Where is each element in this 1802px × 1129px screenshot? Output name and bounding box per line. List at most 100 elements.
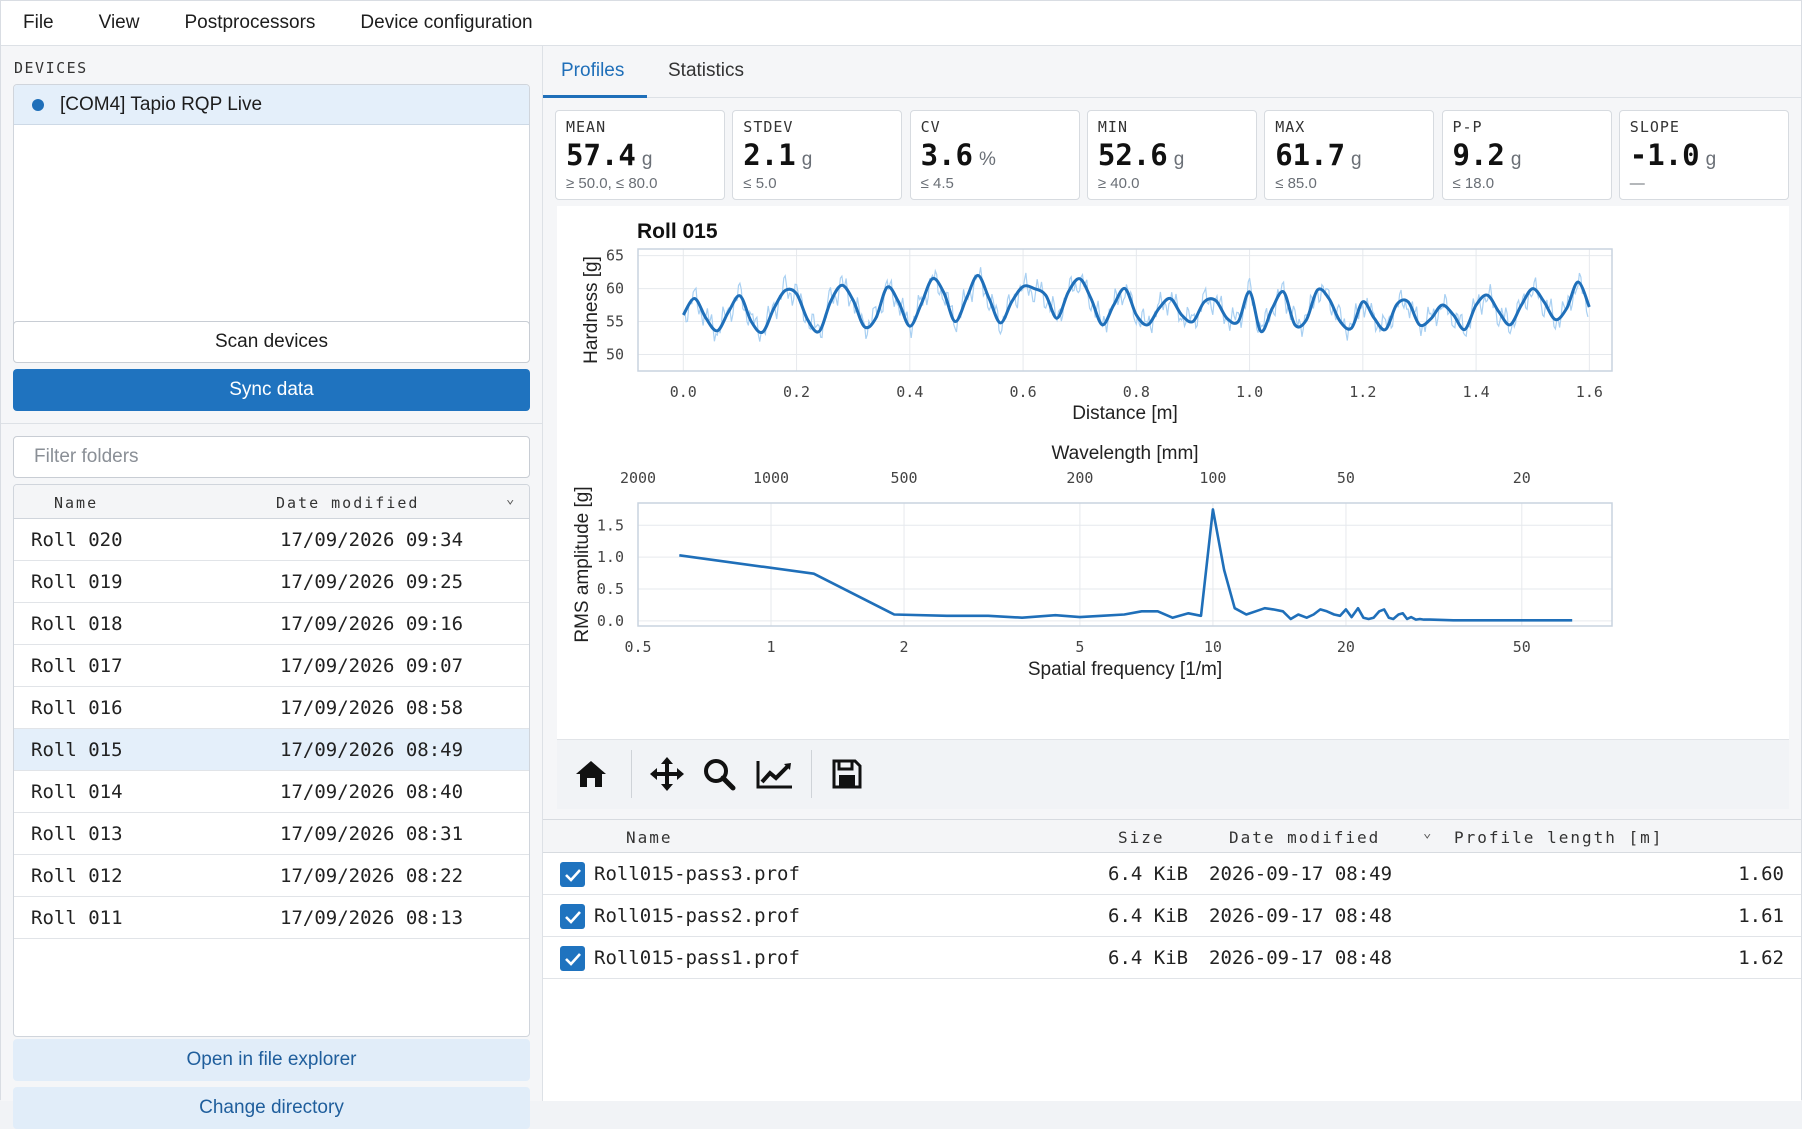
plots-svg: 0.0 0.2 0.4 0.6 0.8 1.0 1.2 1.4 1.6 50 55 60 65 Roll …: [572, 220, 1613, 680]
y-axis-label: Hardness [g]: [581, 256, 602, 364]
stat-number: 2.1: [743, 138, 796, 172]
x-tick-label: 1: [767, 638, 776, 656]
folder-row[interactable]: Roll 013 17/09/2026 08:31: [14, 813, 529, 855]
folder-table: Name Date modified ⌄ Roll 020 17/09/2026 …: [13, 484, 530, 1037]
folder-rows: Roll 020 17/09/2026 09:34 Roll 019 17/09/20…: [14, 519, 529, 939]
file-row[interactable]: Roll015-pass3.prof 6.4 KiB 2026-09-17 08:4…: [543, 853, 1801, 895]
y-tick-label: 1.5: [597, 516, 624, 534]
x-tick-label: 0.0: [670, 383, 697, 401]
folder-name: Roll 013: [31, 823, 123, 845]
stat-limit: ≤ 4.5: [920, 175, 954, 192]
folder-name: Roll 011: [31, 907, 123, 929]
file-row[interactable]: Roll015-pass1.prof 6.4 KiB 2026-09-17 08:4…: [543, 937, 1801, 979]
folder-date: 17/09/2026 08:31: [280, 823, 464, 845]
folder-date: 17/09/2026 09:25: [280, 571, 464, 593]
file-col-length[interactable]: Profile length [m]: [1454, 828, 1664, 847]
folder-date: 17/09/2026 08:49: [280, 739, 464, 761]
left-panel: DEVICES [COM4] Tapio RQP Live Scan devic…: [1, 46, 543, 1129]
folder-row[interactable]: Roll 017 17/09/2026 09:07: [14, 645, 529, 687]
folder-table-header: Name Date modified ⌄: [14, 485, 529, 519]
pan-icon[interactable]: [645, 752, 689, 796]
device-item[interactable]: [COM4] Tapio RQP Live: [14, 85, 529, 125]
save-icon[interactable]: [825, 752, 869, 796]
devices-title: DEVICES: [14, 59, 88, 77]
sync-data-button[interactable]: Sync data: [13, 369, 530, 411]
stat-unit: g: [1510, 149, 1522, 170]
stat-card-mean: MEAN 57.4 g ≥ 50.0, ≤ 80.0: [555, 110, 725, 200]
folder-row[interactable]: Roll 018 17/09/2026 09:16: [14, 603, 529, 645]
scan-devices-button[interactable]: Scan devices: [13, 321, 530, 363]
right-panel: Profiles Statistics MEAN 57.4 g ≥ 50.0, ≤ 8…: [543, 46, 1801, 1101]
y-tick-label: 0.0: [597, 612, 624, 630]
file-col-size[interactable]: Size: [1118, 828, 1165, 847]
menu-view[interactable]: View: [98, 12, 140, 33]
sort-chevron-down-icon[interactable]: ⌄: [506, 491, 517, 507]
stat-label: CV: [920, 118, 941, 136]
zoom-icon[interactable]: [697, 752, 741, 796]
plot-canvas[interactable]: 0.0 0.2 0.4 0.6 0.8 1.0 1.2 1.4 1.6 50 55 60 65 Roll …: [557, 206, 1789, 809]
x-tick-label: 1.2: [1349, 383, 1376, 401]
stat-limit: —: [1629, 175, 1645, 192]
stat-number: 57.4: [566, 138, 636, 172]
file-checkbox[interactable]: [560, 862, 585, 887]
folder-row[interactable]: Roll 014 17/09/2026 08:40: [14, 771, 529, 813]
x-tick-label: 1.4: [1463, 383, 1490, 401]
stat-unit: g: [641, 149, 653, 170]
x-tick-label: 1.6: [1576, 383, 1603, 401]
folder-row[interactable]: Roll 016 17/09/2026 08:58: [14, 687, 529, 729]
y-tick-label: 50: [606, 346, 624, 364]
open-in-file-explorer-button[interactable]: Open in file explorer: [13, 1039, 530, 1081]
folder-date: 17/09/2026 08:40: [280, 781, 464, 803]
folder-name: Roll 014: [31, 781, 123, 803]
stat-value: 52.6 g: [1098, 138, 1184, 172]
stat-number: 52.6: [1097, 138, 1168, 172]
stat-value: 3.6%: [921, 138, 996, 172]
file-col-date[interactable]: Date modified: [1229, 828, 1381, 847]
x-tick-label: 20: [1337, 638, 1355, 656]
stat-card-cv: CV 3.6% ≤ 4.5: [909, 110, 1080, 200]
home-icon[interactable]: [569, 752, 613, 796]
folder-row[interactable]: Roll 011 17/09/2026 08:13: [14, 897, 529, 939]
col-name-header[interactable]: Name: [54, 494, 99, 512]
stat-value: 61.7 g: [1275, 138, 1361, 172]
sort-chevron-down-icon[interactable]: ⌄: [1423, 825, 1432, 841]
stat-value: 9.2 g: [1453, 138, 1522, 172]
col-date-header[interactable]: Date modified: [276, 494, 420, 512]
file-row[interactable]: Roll015-pass2.prof 6.4 KiB 2026-09-17 08:4…: [543, 895, 1801, 937]
change-directory-button[interactable]: Change directory: [13, 1087, 530, 1129]
filter-folders-input[interactable]: [13, 436, 530, 478]
file-length: 1.61: [1738, 905, 1784, 927]
folder-row[interactable]: Roll 019 17/09/2026 09:25: [14, 561, 529, 603]
x-axis-label: Distance [m]: [1072, 403, 1178, 424]
tab-profiles[interactable]: Profiles: [561, 60, 625, 81]
x-tick-label: 0.6: [1010, 383, 1037, 401]
stat-card-max: MAX 61.7 g ≤ 85.0: [1264, 110, 1435, 200]
menu-device-configuration[interactable]: Device configuration: [360, 12, 533, 33]
file-checkbox[interactable]: [560, 904, 585, 929]
folder-date: 17/09/2026 08:58: [280, 697, 464, 719]
profile-series-line: [682, 273, 1591, 334]
check-icon: [564, 910, 581, 924]
device-label: [COM4] Tapio RQP Live: [60, 93, 263, 115]
file-col-name[interactable]: Name: [626, 828, 673, 847]
configure-subplots-icon[interactable]: [753, 752, 797, 796]
x-tick-label: 5: [1075, 638, 1084, 656]
chart-title: Roll 015: [637, 220, 718, 243]
stat-card-min: MIN 52.6 g ≥ 40.0: [1086, 110, 1257, 200]
menu-bar: File View Postprocessors Device configur…: [1, 1, 1801, 46]
folder-name: Roll 020: [31, 529, 123, 551]
menu-postprocessors[interactable]: Postprocessors: [184, 12, 316, 33]
y-tick-label: 1.0: [597, 548, 624, 566]
folder-row[interactable]: Roll 012 17/09/2026 08:22: [14, 855, 529, 897]
file-table-header: Name Size Date modified ⌄ Profile length…: [543, 820, 1801, 853]
y-tick-label: 60: [606, 280, 624, 298]
stat-unit: g: [1173, 149, 1185, 170]
x2-tick-label: 100: [1199, 469, 1226, 487]
folder-name: Roll 017: [31, 655, 123, 677]
file-checkbox[interactable]: [560, 946, 585, 971]
folder-row[interactable]: Roll 015 17/09/2026 08:49: [14, 729, 529, 771]
menu-file[interactable]: File: [23, 12, 54, 33]
tab-statistics[interactable]: Statistics: [668, 60, 745, 81]
left-divider: [1, 423, 542, 424]
folder-row[interactable]: Roll 020 17/09/2026 09:34: [14, 519, 529, 561]
